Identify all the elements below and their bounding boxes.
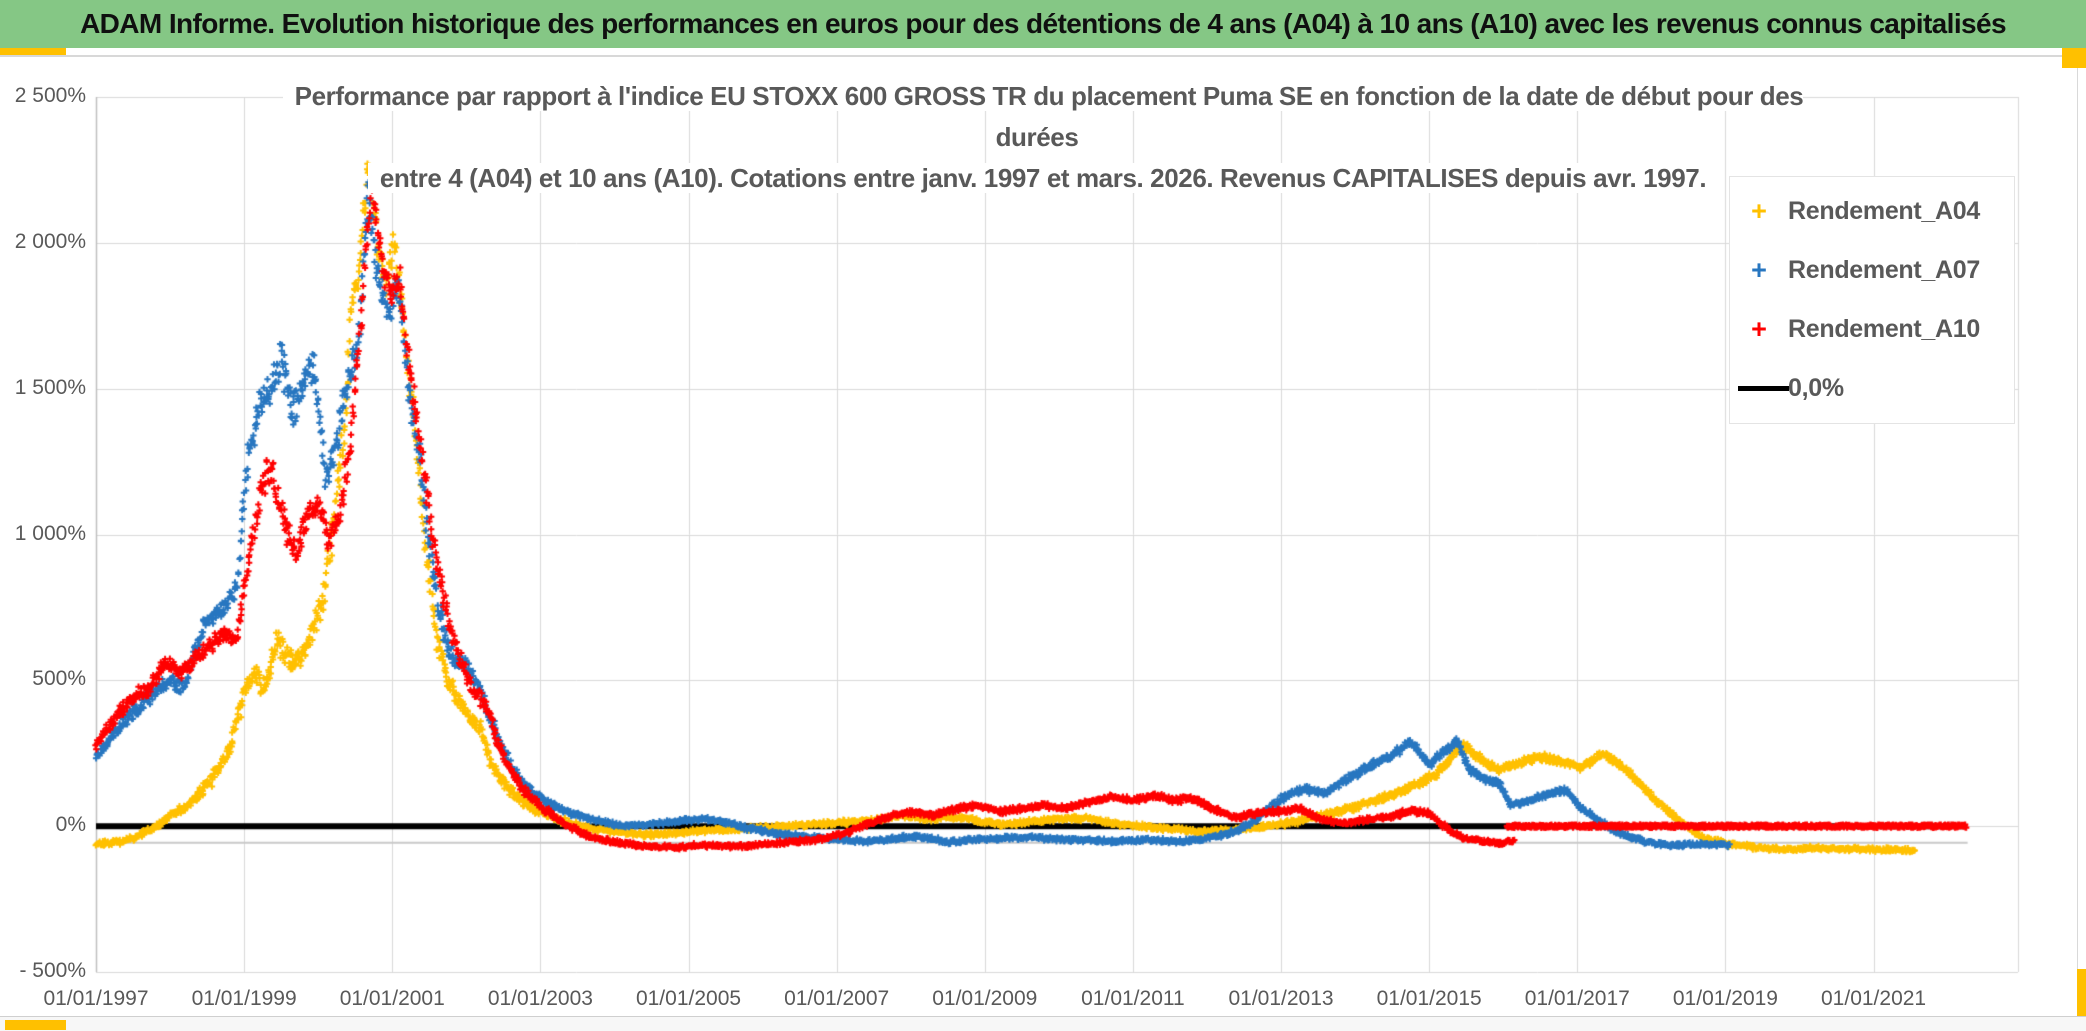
x-axis-tick-label: 01/01/2013 [1228,987,1334,1010]
legend-plus-marker-icon: + [1751,255,1767,285]
x-axis-tick-label: 01/01/2003 [487,987,593,1010]
x-axis-tick-label: 01/01/2005 [635,987,742,1010]
x-axis-tick-label: 01/01/2011 [1081,987,1185,1010]
chart-right-border [2077,68,2078,969]
x-axis-tick-label: 01/01/2001 [339,987,445,1010]
chart-title-line1: Performance par rapport à l'indice EU ST… [282,81,1804,152]
chart-title: Performance par rapport à l'indice EU ST… [243,76,1843,199]
accent-bottomright [2077,969,2086,1031]
x-axis-tick-label: 01/01/2007 [784,987,890,1010]
legend-plus-marker-icon: + [1751,196,1767,226]
x-axis-tick-label: 01/01/2009 [932,987,1038,1010]
x-axis-tick-label: 01/01/1997 [43,987,149,1010]
y-axis-tick-label: 0% [55,813,86,837]
legend-line-marker-icon [1738,386,1789,391]
bottom-scrollbar[interactable] [0,1016,2086,1031]
scrollbar-thumb[interactable] [5,1020,66,1030]
y-axis-tick-label: 500% [32,667,86,691]
legend-item[interactable]: + Rendement_A10 [1730,300,2014,359]
legend-item[interactable]: 0,0% [1730,359,2014,418]
y-axis-tick-label: 2 000% [14,229,86,253]
legend-plus-marker-icon: + [1751,314,1767,344]
y-axis-tick-label: - 500% [19,959,86,982]
legend-label: Rendement_A04 [1788,197,1980,225]
y-axis-tick-label: 1 500% [14,375,86,399]
legend-item[interactable]: + Rendement_A07 [1730,241,2014,300]
x-axis-tick-label: 01/01/1999 [191,987,297,1010]
legend-item[interactable]: + Rendement_A04 [1730,182,2014,241]
y-axis-tick-label: 2 500% [14,84,86,107]
x-axis-tick-label: 01/01/2019 [1672,987,1778,1010]
x-axis-tick-label: 01/01/2021 [1821,987,1927,1010]
legend-label: Rendement_A10 [1788,315,1980,343]
chart-title-line2: entre 4 (A04) et 10 ans (A10). Cotations… [367,163,1719,193]
x-axis-tick-label: 01/01/2017 [1524,987,1630,1010]
legend-label: Rendement_A07 [1788,256,1980,284]
legend-label: 0,0% [1788,374,1844,402]
y-axis-tick-label: 1 000% [14,521,86,545]
x-axis-tick-label: 01/01/2015 [1376,987,1482,1010]
chart-legend[interactable]: + Rendement_A04 + Rendement_A07 + Rendement_A… [1729,176,2015,424]
